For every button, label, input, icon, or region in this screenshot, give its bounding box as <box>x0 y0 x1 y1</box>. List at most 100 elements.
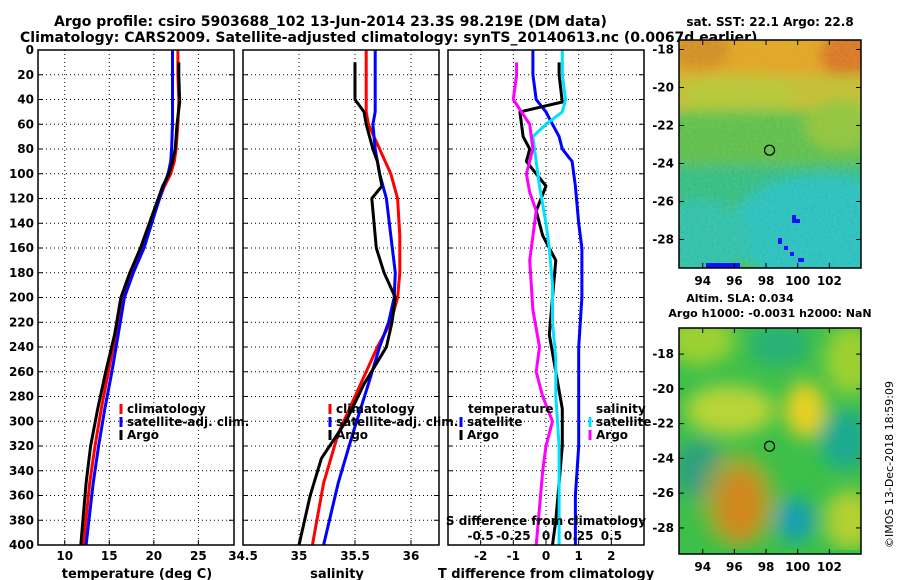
diff-lines <box>511 50 584 546</box>
diff-ticks: -2 -1 0 1 2 -0.5 -0.25 0 0.25 0.5 <box>448 49 644 563</box>
temp-ytick-label: 60 <box>17 117 34 131</box>
diff-legend-temp-title: temperature <box>468 402 553 416</box>
figure-title-line2: Climatology: CARS2009. Satellite-adjuste… <box>20 30 757 46</box>
sst-ytick-label: -20 <box>652 81 674 95</box>
temp-xtick-label: 20 <box>145 549 162 563</box>
diff-series-temperature-argo <box>518 62 564 546</box>
temp-legend-label: climatology <box>127 402 206 416</box>
sla-blob-4 <box>685 385 775 435</box>
sst-ytick-label: -22 <box>652 119 674 133</box>
sst-xtick-label: 94 <box>694 274 711 288</box>
temp-ytick-label: 20 <box>17 68 34 82</box>
temp-xtick-label: 10 <box>56 549 73 563</box>
sla-xtick-label: 94 <box>694 560 711 574</box>
sal-grid <box>242 49 439 546</box>
sla-blob-5 <box>785 382 825 438</box>
temp-ytick-label: 120 <box>9 192 34 206</box>
sst-ytick-label: -24 <box>652 157 674 171</box>
temp-grid <box>38 49 234 546</box>
sst-missing-cell <box>790 252 794 256</box>
sst-map-panel: sat. SST: 22.1 Argo: 22.8 94 96 98 100 102 -1… <box>652 15 862 288</box>
temp-axes-frame <box>37 49 235 546</box>
temp-ytick-label: 260 <box>9 365 34 379</box>
sla-blob-2 <box>750 328 810 365</box>
sal-legend-label: satellite-adj. clim. <box>336 415 458 429</box>
diff-top-tick-label: 0 <box>542 529 550 543</box>
diff-panel: -2 -1 0 1 2 -0.5 -0.25 0 0.25 0.5 temperature sali… <box>438 49 655 580</box>
sst-xtick-label: 100 <box>785 274 810 288</box>
temp-panel: 0 20 40 60 80 100 120 140 160 180 200 220 240 260 280 3… <box>9 43 249 580</box>
diff-top-tick-label: -0.5 <box>468 529 494 543</box>
temp-xtick-label: 25 <box>190 549 207 563</box>
temp-ytick-label: 360 <box>9 489 34 503</box>
sal-ticks: 34.5 35 35.5 36 <box>228 49 439 563</box>
sst-missing-cell <box>706 263 740 268</box>
sst-xtick-label: 96 <box>726 274 743 288</box>
sst-ytick-label: -26 <box>652 195 674 209</box>
sla-xtick-label: 100 <box>785 560 810 574</box>
temp-series-climatology <box>81 50 181 546</box>
sst-noise <box>679 40 861 268</box>
diff-xlabel: T difference from climatology <box>438 567 655 580</box>
temp-ytick-label: 340 <box>9 464 34 478</box>
temp-ytick-label: 400 <box>9 538 34 552</box>
diff-xlabel-top: S difference from climatology <box>446 514 646 528</box>
sal-xtick-label: 34.5 <box>228 549 258 563</box>
diff-legend-sal-title: salinity <box>596 402 646 416</box>
temp-ytick-label: 220 <box>9 315 34 329</box>
temp-ytick-label: 100 <box>9 167 34 181</box>
diff-top-tick-label: -0.25 <box>496 529 531 543</box>
sla-frame <box>678 327 862 555</box>
sst-ticks: 94 96 98 100 102 -18 -20 -22 -24 -26 -28 <box>652 40 861 288</box>
sla-ytick-label: -22 <box>652 417 674 431</box>
temp-xtick-label: 15 <box>101 549 118 563</box>
sla-blob-11 <box>825 490 861 550</box>
diff-xtick-label: -2 <box>474 549 487 563</box>
figure-title-line1: Argo profile: csiro 5903688_102 13-Jun-2… <box>54 14 607 30</box>
sla-map-title-line2: Argo h1000: -0.0031 h2000: NaN <box>668 307 871 320</box>
sst-missing-cell <box>796 219 800 223</box>
sal-series-satellite-adj-clim- <box>322 50 397 546</box>
temp-ytick-label: 380 <box>9 513 34 527</box>
temp-lines <box>79 50 182 546</box>
temp-ytick-label: 40 <box>17 93 34 107</box>
temp-ytick-label: 300 <box>9 414 34 428</box>
temp-series-argo <box>79 62 182 546</box>
sst-frame <box>678 39 862 269</box>
footer-credit: ©IMOS 13-Dec-2018 18:59:09 <box>883 381 896 548</box>
sla-ticks: 94 96 98 100 102 -18 -20 -22 -24 -26 -28 <box>652 328 861 574</box>
sal-series-climatology <box>310 50 402 546</box>
diff-legend-sal-label: Argo <box>596 428 628 442</box>
temp-ytick-label: 0 <box>26 43 34 57</box>
sst-xtick-label: 102 <box>817 274 842 288</box>
diff-top-tick-label: 0.5 <box>601 529 622 543</box>
sla-argo-marker <box>763 440 776 452</box>
sal-xtick-label: 36 <box>403 549 420 563</box>
temp-ytick-label: 200 <box>9 291 34 305</box>
sst-missing-cell <box>792 215 796 223</box>
diff-xtick-label: -1 <box>507 549 520 563</box>
temp-ytick-label: 180 <box>9 266 34 280</box>
temp-legend-label: Argo <box>127 428 159 442</box>
temp-ytick-label: 280 <box>9 390 34 404</box>
sla-ytick-label: -18 <box>652 347 674 361</box>
sla-blob-10 <box>775 498 815 542</box>
temp-legend-label: satellite-adj. clim. <box>127 415 249 429</box>
sst-ytick-label: -18 <box>652 43 674 57</box>
sst-xtick-label: 98 <box>758 274 775 288</box>
diff-xtick-label: 0 <box>542 549 550 563</box>
sst-missing-pixels <box>706 215 804 268</box>
sal-xlabel: salinity <box>310 567 364 580</box>
sal-legend-label: climatology <box>336 402 415 416</box>
sla-ytick-label: -24 <box>652 451 674 465</box>
sst-missing-cell <box>798 258 804 262</box>
sla-blob-6 <box>820 410 861 470</box>
temp-series-satellite-adj-clim- <box>84 50 174 546</box>
diff-xtick-label: 2 <box>607 549 615 563</box>
sal-series-argo <box>297 62 397 546</box>
